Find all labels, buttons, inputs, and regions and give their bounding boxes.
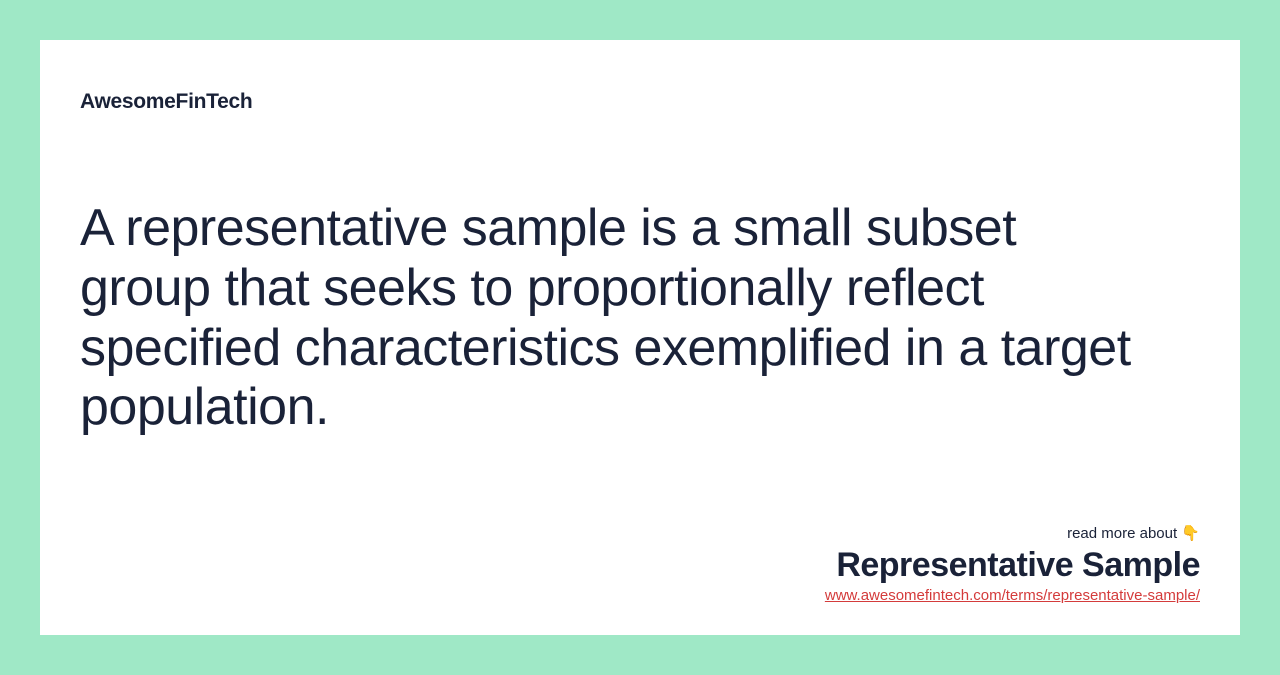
definition-text: A representative sample is a small subse… xyxy=(80,199,1160,438)
read-more-label: read more about 👇 xyxy=(825,524,1200,542)
definition-card: AwesomeFinTech A representative sample i… xyxy=(40,40,1240,635)
card-footer: read more about 👇 Representative Sample … xyxy=(825,524,1200,605)
term-title: Representative Sample xyxy=(825,546,1200,585)
brand-logo: AwesomeFinTech xyxy=(80,90,1200,114)
source-url-link[interactable]: www.awesomefintech.com/terms/representat… xyxy=(825,587,1200,604)
